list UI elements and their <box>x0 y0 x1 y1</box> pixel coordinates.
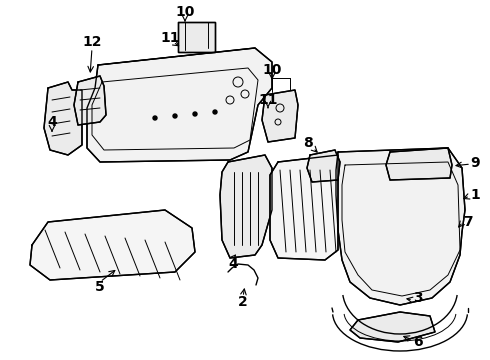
Polygon shape <box>220 155 272 258</box>
Polygon shape <box>270 155 338 260</box>
Text: 3: 3 <box>413 291 423 305</box>
Text: 4: 4 <box>228 257 238 271</box>
Text: 12: 12 <box>82 35 102 49</box>
Polygon shape <box>44 82 82 155</box>
Text: 4: 4 <box>47 115 57 129</box>
Polygon shape <box>178 22 215 52</box>
Text: 11: 11 <box>258 93 278 107</box>
Circle shape <box>193 112 197 116</box>
Text: 8: 8 <box>303 136 313 150</box>
Circle shape <box>153 116 157 120</box>
Polygon shape <box>307 150 340 182</box>
Text: 11: 11 <box>160 31 180 45</box>
Text: 7: 7 <box>463 215 473 229</box>
Polygon shape <box>336 148 465 305</box>
Text: 5: 5 <box>95 280 105 294</box>
Polygon shape <box>350 312 435 342</box>
Text: 9: 9 <box>470 156 480 170</box>
Circle shape <box>213 110 217 114</box>
Text: 2: 2 <box>238 295 248 309</box>
Text: 6: 6 <box>413 335 423 349</box>
Text: 1: 1 <box>470 188 480 202</box>
Text: 10: 10 <box>175 5 195 19</box>
Polygon shape <box>386 148 452 180</box>
Polygon shape <box>30 210 195 280</box>
Polygon shape <box>74 76 106 125</box>
Polygon shape <box>262 90 298 142</box>
Polygon shape <box>87 48 272 162</box>
Text: 10: 10 <box>262 63 282 77</box>
Circle shape <box>173 114 177 118</box>
